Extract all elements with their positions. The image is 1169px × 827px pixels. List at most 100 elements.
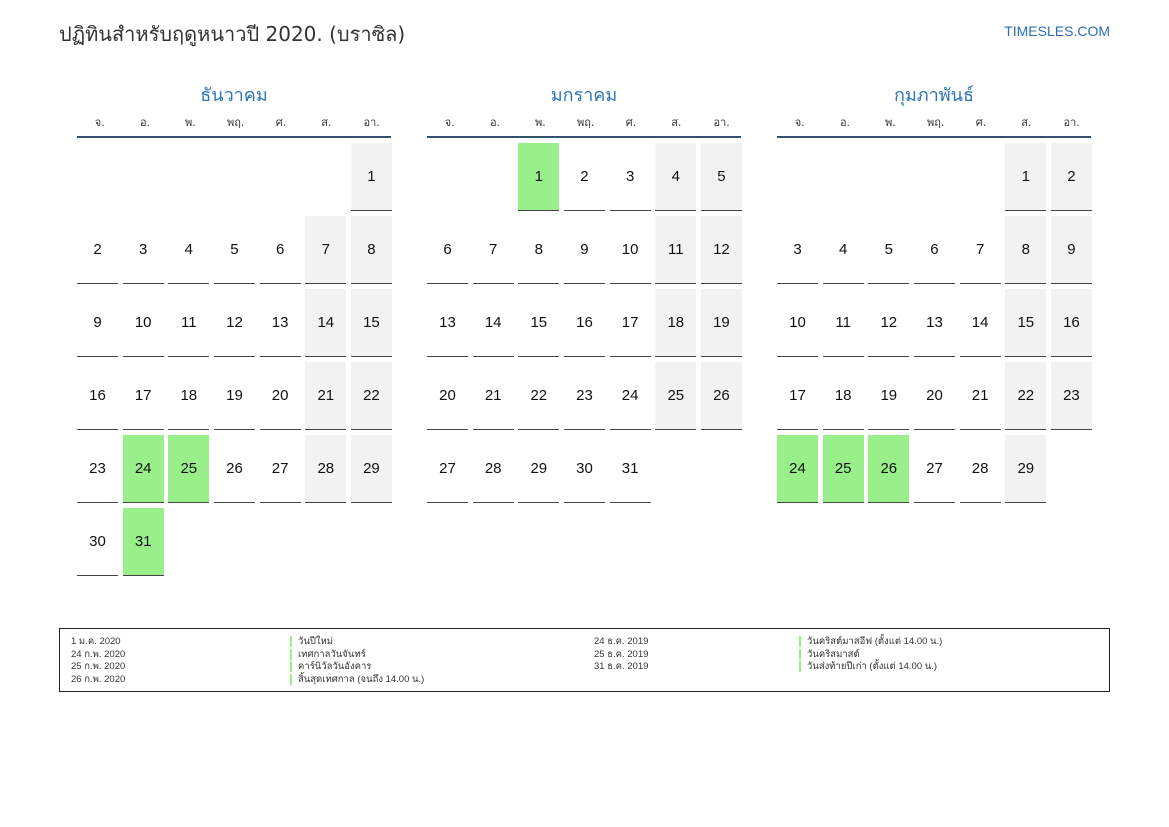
holiday-day: 26 [868,435,910,503]
weekday-label: ศ. [975,116,987,129]
calendar-day: 10 [609,216,651,284]
weekend-day: 1 [1005,143,1047,211]
weekday-header: จ. อ. พ. พฤ. ศ. ส. อา. [427,110,741,138]
legend-row: 25 ก.พ. 2020 [71,661,125,674]
calendar-day: 21 [959,362,1001,430]
calendar-week: 23 24 25 26 27 28 29 [77,435,392,504]
weekend-day: 15 [1005,289,1047,357]
calendar-day: 16 [77,362,118,430]
legend-date: 25 ธ.ค. 2019 [594,648,649,660]
holiday-legend: 1 ม.ค. 2020 24 ก.พ. 2020 25 ก.พ. 2020 26 ก.… [59,628,1110,692]
calendar-week: 24 25 26 27 28 29 [777,435,1091,504]
holiday-day: 1 [518,143,560,211]
legend-row: วันคริสมาสต์ [799,648,942,662]
calendar-day: 5 [868,216,910,284]
calendar-day: 20 [259,362,301,430]
page-title: ปฏิทินสำหรับฤดูหนาวปี 2020. (บราซิล) [59,22,406,46]
weekend-day: 23 [1050,362,1092,430]
weekday-label: พฤ. [926,116,945,129]
calendar-day: 27 [427,435,468,503]
weekday-label: พฤ. [226,116,245,129]
weekday-label: อา. [713,116,730,129]
calendar-day: 19 [213,362,255,430]
calendar-day: 4 [168,216,210,284]
legend-date: 31 ธ.ค. 2019 [594,661,649,672]
calendar-day: 30 [77,508,118,576]
calendar-day: 6 [427,216,468,284]
legend-row: 24 ก.พ. 2020 [71,649,125,662]
calendar-day: 29 [518,435,560,503]
legend-date: 24 ก.พ. 2020 [71,648,126,660]
empty-day [427,143,468,210]
calendar-day: 10 [122,289,164,357]
calendar-week: 16 17 18 19 20 21 22 [77,362,392,431]
calendar-grid: 1 2 3 4 5 6 7 8 9 10 11 12 13 14 15 16 17 18 19 20 21 22 23 24 2… [777,138,1092,504]
calendar-day: 27 [913,435,955,503]
legend-holiday-name: วันส่งท้ายปีเก่า (ตั้งแต่ 14.00 น.) [799,661,938,672]
weekend-day: 9 [1050,216,1092,284]
empty-day [868,143,909,210]
calendar-day: 14 [959,289,1001,357]
calendar-grid: 1 2 3 4 5 6 7 8 9 10 11 12 13 14 15 16 17 18 19 20 21 22 23 24 2… [77,138,392,577]
legend-row: วันส่งท้ายปีเก่า (ตั้งแต่ 14.00 น.) [799,661,942,674]
empty-day [305,508,346,575]
legend-row: คาร์นิวัลวันอังคาร [290,661,424,674]
site-link[interactable]: TIMESLES.COM [1004,23,1110,39]
calendar-day: 18 [168,362,210,430]
calendar-day: 23 [77,435,118,503]
calendar-day: 3 [122,216,164,284]
weekend-day: 22 [350,362,392,430]
weekend-day: 25 [655,362,697,430]
weekend-day: 29 [1005,435,1047,503]
calendar-day: 7 [472,216,514,284]
calendar-day: 15 [518,289,560,357]
weekend-day: 7 [305,216,347,284]
calendar-day: 2 [563,143,605,211]
holiday-day: 25 [168,435,210,503]
weekday-label: พ. [184,116,196,129]
weekday-label: พ. [884,116,896,129]
weekday-label: อ. [489,116,501,129]
calendar-day: 4 [822,216,864,284]
weekday-label: อ. [139,116,151,129]
weekday-label: อ. [839,116,851,129]
weekday-header: จ. อ. พ. พฤ. ศ. ส. อา. [77,110,391,138]
calendar-day: 28 [959,435,1001,503]
empty-day [214,508,255,575]
holiday-day: 24 [777,435,818,503]
weekday-label: จ. [794,116,805,129]
weekend-day: 26 [700,362,742,430]
calendar-day: 17 [777,362,818,430]
calendar-week: 9 10 11 12 13 14 15 [77,289,392,358]
calendar-day: 6 [259,216,301,284]
calendar-day: 20 [427,362,468,430]
calendar-day: 11 [822,289,864,357]
empty-day [260,508,301,575]
weekday-label: อา. [1063,116,1080,129]
month-february: กุมภาพันธ์ จ. อ. พ. พฤ. ศ. ส. อา. 1 2 3 4 5 6 7 8 9 10 11 1… [777,82,1092,508]
weekend-day: 8 [350,216,392,284]
weekday-label: พ. [534,116,546,129]
calendar-day: 18 [822,362,864,430]
legend-row: 24 ธ.ค. 2019 [594,636,648,649]
weekend-day: 15 [350,289,392,357]
weekend-day: 21 [305,362,347,430]
holiday-day: 25 [822,435,864,503]
weekday-label: อา. [363,116,380,129]
calendar-day: 9 [77,289,118,357]
calendar-day: 17 [122,362,164,430]
legend-right-dates: 24 ธ.ค. 2019 25 ธ.ค. 2019 31 ธ.ค. 2019 [594,636,648,674]
calendar-week: 1 [77,143,392,212]
weekend-day: 4 [655,143,697,211]
calendar-day: 21 [472,362,514,430]
calendar-day: 3 [609,143,651,211]
calendar-day: 23 [563,362,605,430]
legend-row: 1 ม.ค. 2020 [71,636,125,649]
calendar-day: 16 [563,289,605,357]
calendar-day: 13 [259,289,301,357]
empty-day [305,143,346,210]
legend-date: 26 ก.พ. 2020 [71,673,126,685]
weekday-label: จ. [444,116,455,129]
empty-day [214,143,255,210]
